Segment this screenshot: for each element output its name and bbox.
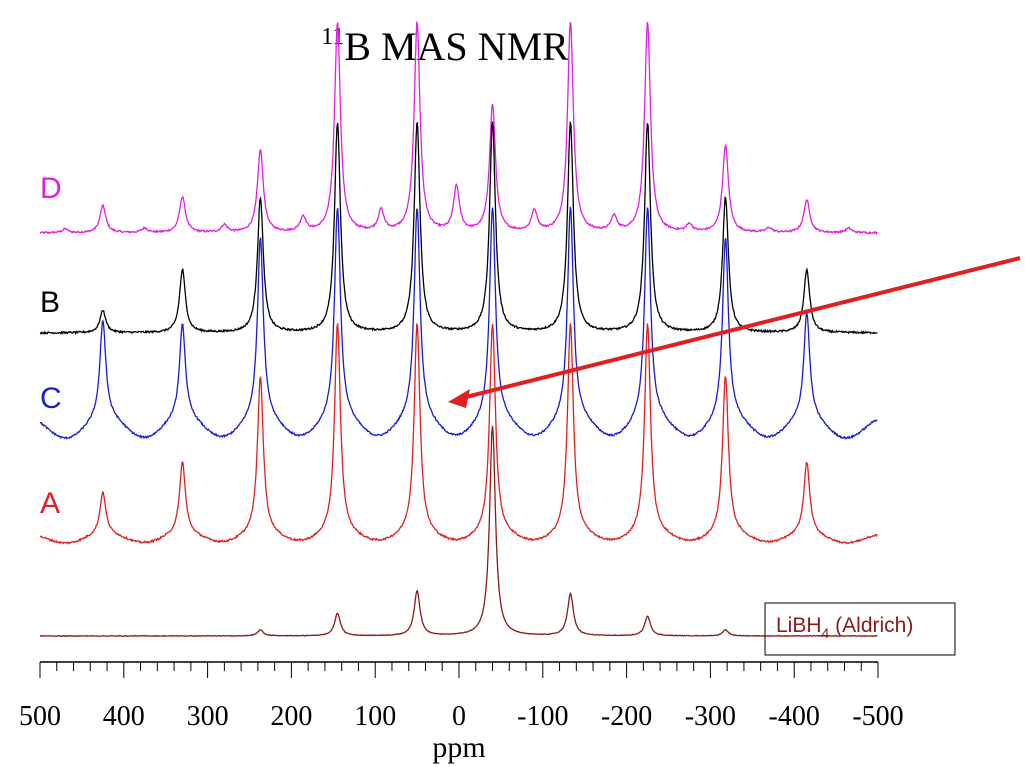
chart-title-main: B MAS NMR — [344, 24, 569, 69]
arrow-shaft — [461, 256, 1021, 400]
x-axis-label: ppm — [432, 731, 485, 764]
reference-legend-label: LiBH4 (Aldrich) — [776, 614, 913, 641]
red-arrow-annotation — [448, 256, 1021, 408]
x-tick-label: -100 — [517, 701, 568, 732]
series-line-b — [39, 121, 878, 336]
series-label-a: A — [40, 487, 60, 520]
x-tick-label: 200 — [270, 701, 312, 732]
x-tick-label: -500 — [852, 701, 903, 732]
x-tick-label: 500 — [19, 701, 61, 732]
reference-legend-box — [764, 602, 956, 656]
series-label-c: C — [40, 382, 62, 415]
spectra-group — [39, 20, 878, 638]
x-tick-label: 100 — [354, 701, 396, 732]
x-tick-label: -300 — [685, 701, 736, 732]
x-tick-label: 300 — [187, 701, 229, 732]
chart-title: 11B MAS NMR — [321, 24, 569, 69]
reference-label-rest: (Aldrich) — [829, 614, 913, 637]
series-label-d: D — [40, 172, 62, 205]
reference-label-main: LiBH — [776, 614, 822, 637]
reference-label-sub: 4 — [822, 625, 830, 641]
series-label-b: B — [40, 286, 60, 319]
series-line-libh4-aldrich- — [39, 425, 878, 638]
x-tick-label: 400 — [103, 701, 145, 732]
arrow-head — [448, 389, 470, 408]
x-tick-label: -400 — [769, 701, 820, 732]
x-axis: 500 400 300 200 100 0 -100 -200 -300 -400 -500 — [19, 661, 904, 732]
x-tick-label: -200 — [601, 701, 652, 732]
series-line-a — [39, 322, 878, 545]
series-line-d — [39, 20, 878, 235]
x-tick-label: 0 — [452, 701, 466, 732]
series-line-c — [39, 206, 878, 440]
chart-title-superscript: 11 — [321, 24, 344, 50]
